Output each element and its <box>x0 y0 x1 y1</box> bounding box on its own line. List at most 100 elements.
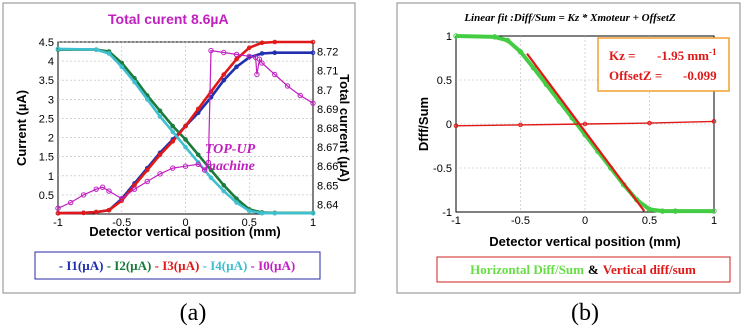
chart-a-y2-tick-label: 8.67 <box>317 142 338 154</box>
chart-a-y-tick-label: 2.5 <box>39 113 54 125</box>
panel-b-frame <box>396 2 741 294</box>
data-point <box>93 186 99 192</box>
data-point <box>492 34 498 40</box>
chart-a-x-ticks: -1 -0.5 0 0.5 1 <box>53 217 316 229</box>
chart-b-x-tick-label: -1 <box>451 215 461 227</box>
chart-a-annotation-topup: TOP-UP <box>205 142 256 157</box>
legend-ampersand: & <box>588 262 599 277</box>
chart-a-y2-tick-label: 8.71 <box>317 66 338 78</box>
data-point <box>99 184 106 190</box>
data-point <box>208 95 214 100</box>
data-point <box>183 137 188 142</box>
chart-a-y2-tick-label: 8.7 <box>317 85 332 97</box>
data-point <box>182 163 189 169</box>
data-point <box>221 49 227 56</box>
chart-b-y-tick-label: -0.5 <box>433 163 452 175</box>
chart-a-y-tick-label: 0.5 <box>39 190 54 202</box>
chart-a-y2-tick-label: 8.66 <box>317 161 338 173</box>
data-point <box>170 123 176 129</box>
chart-b-x-tick-label: -0.5 <box>511 215 530 227</box>
data-point <box>170 139 176 144</box>
data-point <box>246 45 252 51</box>
data-point <box>119 196 125 202</box>
chart-b-title: Linear fit :Diff/Sum = Kz * Xmoteur + Of… <box>463 12 676 24</box>
data-point <box>80 192 87 198</box>
data-point <box>453 123 459 129</box>
data-point <box>195 106 201 112</box>
data-point <box>170 165 176 171</box>
data-point <box>246 208 252 214</box>
chart-a-x-tick-label: -0.5 <box>112 217 131 229</box>
data-point <box>310 100 316 106</box>
data-point <box>157 171 163 177</box>
chart-b-y-axis-label: Dfff/Sum <box>416 97 431 151</box>
data-point <box>144 97 150 102</box>
data-point <box>208 175 214 180</box>
chart-b-y-tick-label: 1 <box>446 31 452 43</box>
series-line-1 <box>455 34 714 214</box>
data-point <box>132 79 137 85</box>
chart-b-y-tick-label: -1 <box>442 207 452 219</box>
data-point <box>233 51 240 58</box>
chart-a-y-axis-label: Current (µA) <box>14 90 29 166</box>
panel-b: Linear fit :Diff/Sum = Kz * Xmoteur + Of… <box>396 2 741 294</box>
data-point <box>647 120 652 126</box>
chart-b-legend-box <box>436 256 731 283</box>
data-point <box>259 60 265 66</box>
legend-item: I1(µA) <box>66 258 103 273</box>
chart-a-x-tick-label: -1 <box>53 217 63 229</box>
chart-a-title: Total curent 8.6µA <box>108 11 229 27</box>
data-point <box>711 119 717 124</box>
chart-b-x-axis-label: Detector vertical position (mm) <box>489 234 680 249</box>
data-point <box>208 167 214 173</box>
chart-b-y-ticks: -1 -0.5 0 0.5 1 <box>433 31 452 219</box>
data-point <box>272 210 278 216</box>
chart-b-fit-box <box>597 37 730 92</box>
legend-vertical-diffsum: Vertical diff/sum <box>603 262 696 277</box>
data-point <box>297 92 303 99</box>
data-point <box>68 199 74 206</box>
chart-b-x-tick-label: 0 <box>582 215 588 227</box>
chart-b-series <box>453 33 717 214</box>
chart-a-y-tick-label: 3 <box>48 94 54 106</box>
data-point <box>504 37 511 44</box>
data-point <box>310 210 316 216</box>
data-point <box>170 129 176 135</box>
data-point <box>221 188 227 194</box>
series-line-2 <box>455 120 715 127</box>
chart-a-y-tick-label: 1.5 <box>39 152 54 164</box>
fit-offset-value: -0.099 <box>683 68 717 83</box>
data-point <box>221 72 227 77</box>
data-point <box>259 210 265 216</box>
data-point <box>221 183 227 188</box>
chart-b-x-ticks: -1 -0.5 0 0.5 1 <box>451 215 717 227</box>
data-point <box>183 123 188 129</box>
data-point <box>81 210 86 216</box>
chart-a-y-tick-label: 1 <box>48 171 54 183</box>
chart-a-y2-ticks: 8.64 8.65 8.66 8.67 8.68 8.69 8.7 8.71 8.72 <box>317 47 338 212</box>
fit-kz-unit-superscript: -1 <box>709 47 717 57</box>
caption-b: (b) <box>571 300 599 326</box>
legend-item: I3(µA) <box>162 258 199 273</box>
data-point <box>518 122 523 128</box>
legend-swatch: - <box>59 258 67 273</box>
data-point <box>543 81 549 88</box>
data-point <box>234 64 239 70</box>
data-point <box>93 47 99 52</box>
chart-b-x-tick-label: 1 <box>711 215 717 227</box>
data-point <box>208 89 214 94</box>
legend-item: I2(µA) <box>114 258 151 273</box>
data-point <box>646 206 653 213</box>
series-line-4 <box>57 47 313 215</box>
chart-a-series <box>55 39 316 216</box>
fit-kz-value-text: -1.95 mm <box>657 48 709 63</box>
chart-a-y-tick-label: 3.5 <box>39 75 54 87</box>
data-point <box>310 50 316 56</box>
legend-swatch: - <box>103 258 114 273</box>
data-point <box>208 47 214 54</box>
data-point <box>106 188 112 194</box>
chart-a-x-tick-label: 1 <box>310 217 316 229</box>
chart-a-y-tick-label: 4.5 <box>39 37 54 49</box>
chart-a-annotation-machine: machine <box>205 159 255 174</box>
